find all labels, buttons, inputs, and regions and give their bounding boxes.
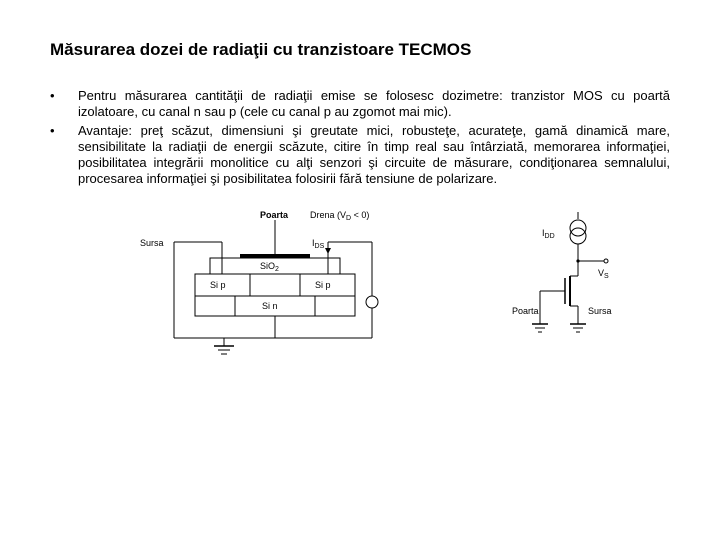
bullet-text: Avantaje: preţ scăzut, dimensiuni şi gre… — [78, 123, 670, 188]
label-sursa-left: Sursa — [140, 238, 164, 248]
gate-plate — [240, 254, 310, 258]
label-idd: IDD — [542, 228, 555, 240]
page-title: Măsurarea dozei de radiaţii cu tranzisto… — [50, 40, 670, 60]
label-drena: Drena (VD < 0) — [310, 210, 369, 222]
bullet-row: • Avantaje: preţ scăzut, dimensiuni şi g… — [50, 123, 670, 188]
label-poarta-r: Poarta — [512, 306, 539, 316]
bullet-text: Pentru măsurarea cantităţii de radiaţii … — [78, 88, 670, 121]
bullet-row: • Pentru măsurarea cantităţii de radiaţi… — [50, 88, 670, 121]
label-poarta: Poarta — [260, 210, 289, 220]
label-sip-left: Si p — [210, 280, 226, 290]
label-ids: IDS — [312, 238, 325, 250]
drain-supply — [366, 296, 378, 308]
label-vs: VS — [598, 268, 609, 280]
label-sip-right: Si p — [315, 280, 331, 290]
ids-arrow — [325, 248, 331, 254]
figure-area: Poarta Drena (VD < 0) Sursa IDS SiO2 Si … — [50, 206, 670, 366]
label-sin: Si n — [262, 301, 278, 311]
vs-terminal — [604, 259, 608, 263]
diagram-svg: Poarta Drena (VD < 0) Sursa IDS SiO2 Si … — [100, 206, 620, 366]
bullet-marker: • — [50, 123, 78, 138]
bullet-marker: • — [50, 88, 78, 103]
label-sursa-r: Sursa — [588, 306, 612, 316]
label-sio2: SiO2 — [260, 261, 279, 273]
